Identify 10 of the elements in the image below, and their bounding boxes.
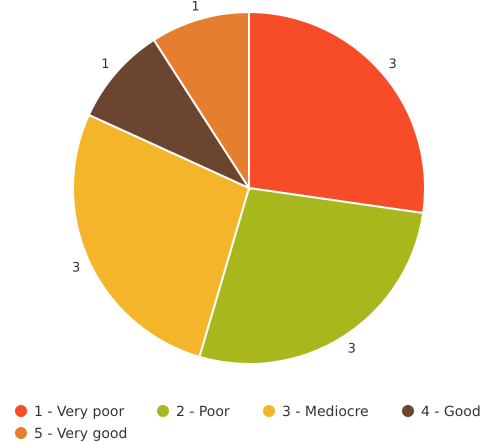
data-label: 3 xyxy=(348,341,356,356)
legend-label: 5 - Very good xyxy=(34,426,128,442)
data-label: 1 xyxy=(101,57,110,72)
legend-label: 3 - Mediocre xyxy=(282,404,369,420)
legend-label: 4 - Good xyxy=(421,404,481,420)
data-label: 3 xyxy=(388,57,397,72)
data-label: 1 xyxy=(191,0,200,14)
legend-label: 1 - Very poor xyxy=(34,404,124,420)
legend-label: 2 - Poor xyxy=(176,404,230,420)
data-label: 3 xyxy=(72,260,80,276)
